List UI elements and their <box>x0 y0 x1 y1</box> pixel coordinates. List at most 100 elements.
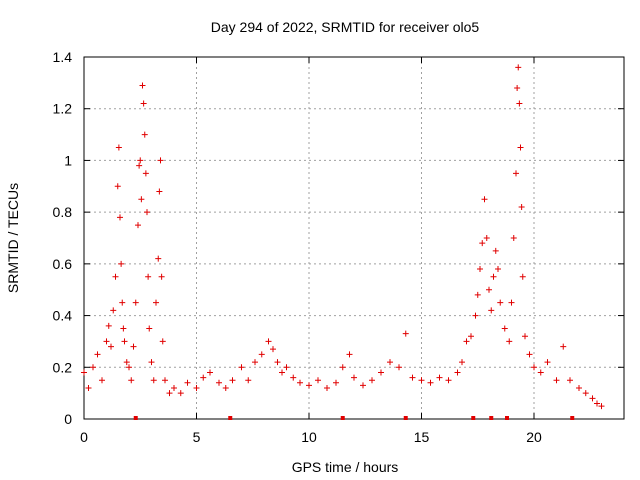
data-point <box>526 351 533 358</box>
data-point <box>378 369 384 376</box>
data-point <box>459 359 465 366</box>
data-point <box>171 384 177 391</box>
data-point <box>297 379 303 386</box>
data-point <box>115 144 122 151</box>
data-point <box>516 100 523 107</box>
y-tick-label: 0.8 <box>53 204 73 220</box>
y-tick-label: 1 <box>64 152 72 168</box>
axis-marker <box>340 416 345 420</box>
data-point <box>582 390 589 397</box>
data-point <box>339 364 346 371</box>
y-tick-label: 1.2 <box>53 101 73 117</box>
data-point <box>396 364 402 371</box>
x-tick-label: 10 <box>301 429 317 445</box>
data-point <box>518 203 525 210</box>
data-point <box>598 403 605 410</box>
data-point <box>351 374 357 381</box>
data-point <box>90 364 96 371</box>
data-point <box>483 235 490 241</box>
data-point <box>126 364 132 371</box>
data-point <box>513 170 519 177</box>
data-point <box>117 214 123 221</box>
data-point <box>492 247 499 254</box>
data-point <box>166 390 173 397</box>
data-point <box>418 377 425 384</box>
y-tick-label: 0.2 <box>53 359 73 375</box>
data-point <box>479 240 486 247</box>
data-point <box>315 377 321 384</box>
data-point <box>245 377 252 384</box>
data-point <box>486 286 492 293</box>
data-point <box>99 377 105 384</box>
data-point <box>324 384 330 391</box>
data-point <box>497 299 504 306</box>
data-point <box>136 162 143 169</box>
data-point <box>274 359 281 366</box>
data-point <box>157 157 164 164</box>
axis-marker <box>570 416 575 420</box>
data-point <box>222 384 229 391</box>
data-point <box>544 359 551 366</box>
plot-frame <box>83 56 625 420</box>
data-point <box>258 351 265 358</box>
y-tick-label: 0.6 <box>53 256 73 272</box>
data-point <box>346 351 353 358</box>
axis-marker <box>505 416 509 420</box>
data-point <box>270 346 276 353</box>
data-point <box>265 338 272 345</box>
data-point <box>103 338 110 345</box>
axis-marker <box>133 416 138 420</box>
data-point <box>495 266 501 273</box>
x-tick-label: 20 <box>526 429 542 445</box>
data-point <box>283 364 290 371</box>
data-point <box>290 374 297 381</box>
data-point-layer <box>81 64 605 410</box>
data-point <box>306 382 312 389</box>
data-point <box>155 255 162 262</box>
data-point <box>567 377 573 384</box>
data-point <box>137 157 144 164</box>
data-point <box>144 209 150 216</box>
data-point <box>427 379 434 386</box>
y-axis-label: SRMTID / TECUs <box>5 183 21 293</box>
data-point <box>560 343 567 350</box>
data-point <box>589 395 596 402</box>
data-point <box>207 369 213 376</box>
axis-marker-layer <box>133 416 575 420</box>
data-point <box>514 85 521 92</box>
data-point <box>94 351 101 358</box>
data-point <box>153 299 159 306</box>
data-point <box>177 390 184 397</box>
data-point <box>142 170 149 177</box>
data-point <box>252 359 258 366</box>
data-point <box>112 273 119 280</box>
data-point <box>472 312 479 319</box>
data-point <box>184 379 191 386</box>
y-tick-label: 1.4 <box>53 49 73 65</box>
data-point <box>130 343 137 350</box>
data-point <box>118 260 125 267</box>
data-point <box>159 338 166 345</box>
data-point <box>387 359 393 366</box>
data-point <box>515 64 522 71</box>
data-point <box>132 299 139 306</box>
data-point <box>121 338 128 345</box>
data-point <box>135 222 141 229</box>
data-point <box>141 131 148 138</box>
data-point <box>200 374 207 381</box>
data-point <box>108 343 114 350</box>
data-point <box>145 273 152 280</box>
data-point <box>409 374 416 381</box>
x-tick-label: 5 <box>193 429 201 445</box>
tick-layer: 0 5 10 15 20 0 0.2 0.4 0.6 0.8 1 1.2 1.4 <box>53 49 624 445</box>
data-point <box>474 291 481 298</box>
data-point <box>490 273 497 280</box>
data-point <box>238 364 245 371</box>
data-point <box>519 273 526 280</box>
axis-marker <box>228 416 233 420</box>
data-point <box>148 359 155 366</box>
data-point <box>488 307 495 314</box>
data-point <box>481 196 488 203</box>
data-point <box>477 266 483 273</box>
